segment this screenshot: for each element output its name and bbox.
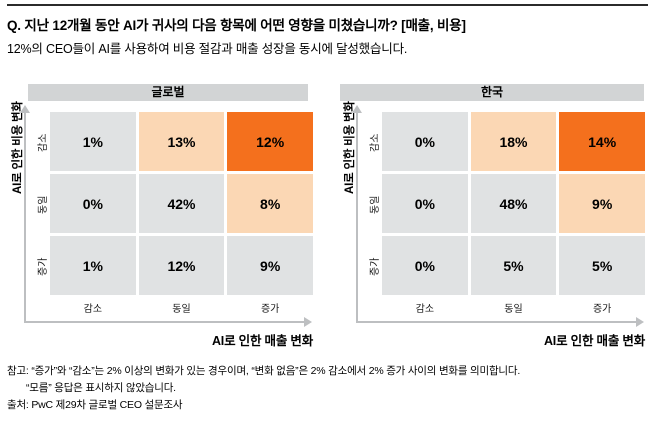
cell-r1c1: 42% bbox=[138, 174, 225, 233]
footnote-dont-know: “모름” 응답은 표시하지 않았습니다. bbox=[26, 382, 176, 394]
question-title: Q. 지난 12개월 동안 AI가 귀사의 다음 항목에 어떤 영향을 미쳤습니… bbox=[7, 18, 466, 33]
y-axis-line bbox=[24, 113, 26, 323]
cell-r0c1: 18% bbox=[470, 112, 557, 171]
cell-r0c1: 13% bbox=[138, 112, 225, 171]
col-label-same: 동일 bbox=[172, 304, 191, 315]
cell-r2c2: 9% bbox=[227, 236, 313, 295]
cell-r2c0: 1% bbox=[50, 236, 136, 295]
heatmap-grid: 1% 13% 12% 0% 42% 8% 1% 12% 9% bbox=[50, 112, 313, 295]
col-label-increase: 증가 bbox=[260, 304, 280, 315]
y-axis-arrow-icon bbox=[20, 105, 30, 113]
cell-r1c2: 9% bbox=[559, 174, 645, 233]
x-axis-tick-labels: 감소 동일 증가 bbox=[382, 300, 645, 315]
cell-r2c0: 0% bbox=[382, 236, 468, 295]
y-axis-arrow-icon bbox=[352, 105, 362, 113]
cell-r0c0: 1% bbox=[50, 112, 136, 171]
footnote-definition: 참고: “증가”와 “감소”는 2% 이상의 변화가 있는 경우이며, “변화 … bbox=[7, 365, 521, 377]
cell-r0c2: 12% bbox=[227, 112, 313, 171]
row-label-same: 동일 bbox=[38, 195, 49, 214]
cell-r1c0: 0% bbox=[382, 174, 468, 233]
top-rule bbox=[7, 4, 648, 6]
y-axis-line bbox=[356, 113, 358, 323]
source-citation: 출처: PwC 제29차 글로벌 CEO 설문조사 bbox=[7, 399, 183, 411]
row-label-increase: 증가 bbox=[370, 257, 381, 276]
row-label-increase: 증가 bbox=[38, 257, 49, 276]
key-finding-subtitle: 12%의 CEO들이 AI를 사용하여 비용 절감과 매출 성장을 동시에 달성… bbox=[7, 42, 408, 56]
chart-title-korea: 한국 bbox=[340, 84, 644, 101]
heatmap-korea: 한국 AI로 인한 비용 변화 감소 동일 증가 0% 18% 14% 0% 4… bbox=[339, 84, 645, 352]
x-axis-line bbox=[356, 321, 636, 323]
x-axis-title: AI로 인한 매출 변화 bbox=[211, 334, 313, 348]
cell-r0c2: 14% bbox=[559, 112, 645, 171]
col-label-same: 동일 bbox=[504, 304, 523, 315]
y-axis-title: AI로 인한 비용 변화 bbox=[344, 101, 356, 194]
cell-r2c1: 5% bbox=[470, 236, 557, 295]
x-axis-line bbox=[24, 321, 304, 323]
row-label-same: 동일 bbox=[370, 195, 381, 214]
heatmap-global: 글로벌 AI로 인한 비용 변화 감소 동일 증가 1% 13% 12% 0% … bbox=[7, 84, 313, 352]
cell-r1c2: 8% bbox=[227, 174, 313, 233]
col-label-increase: 증가 bbox=[592, 304, 612, 315]
y-axis-title: AI로 인한 비용 변화 bbox=[12, 101, 24, 194]
cell-r2c2: 5% bbox=[559, 236, 645, 295]
cell-r0c0: 0% bbox=[382, 112, 468, 171]
x-axis-title: AI로 인한 매출 변화 bbox=[543, 334, 645, 348]
col-label-decrease: 감소 bbox=[415, 304, 435, 315]
cell-r1c0: 0% bbox=[50, 174, 136, 233]
x-axis-arrow-icon bbox=[636, 317, 644, 327]
heatmap-grid: 0% 18% 14% 0% 48% 9% 0% 5% 5% bbox=[382, 112, 645, 295]
row-label-decrease: 감소 bbox=[38, 133, 49, 152]
chart-title-global: 글로벌 bbox=[28, 84, 308, 101]
row-label-decrease: 감소 bbox=[370, 133, 381, 152]
cell-r1c1: 48% bbox=[470, 174, 557, 233]
col-label-decrease: 감소 bbox=[83, 304, 103, 315]
x-axis-tick-labels: 감소 동일 증가 bbox=[50, 300, 313, 315]
x-axis-arrow-icon bbox=[304, 317, 312, 327]
cell-r2c1: 12% bbox=[138, 236, 225, 295]
